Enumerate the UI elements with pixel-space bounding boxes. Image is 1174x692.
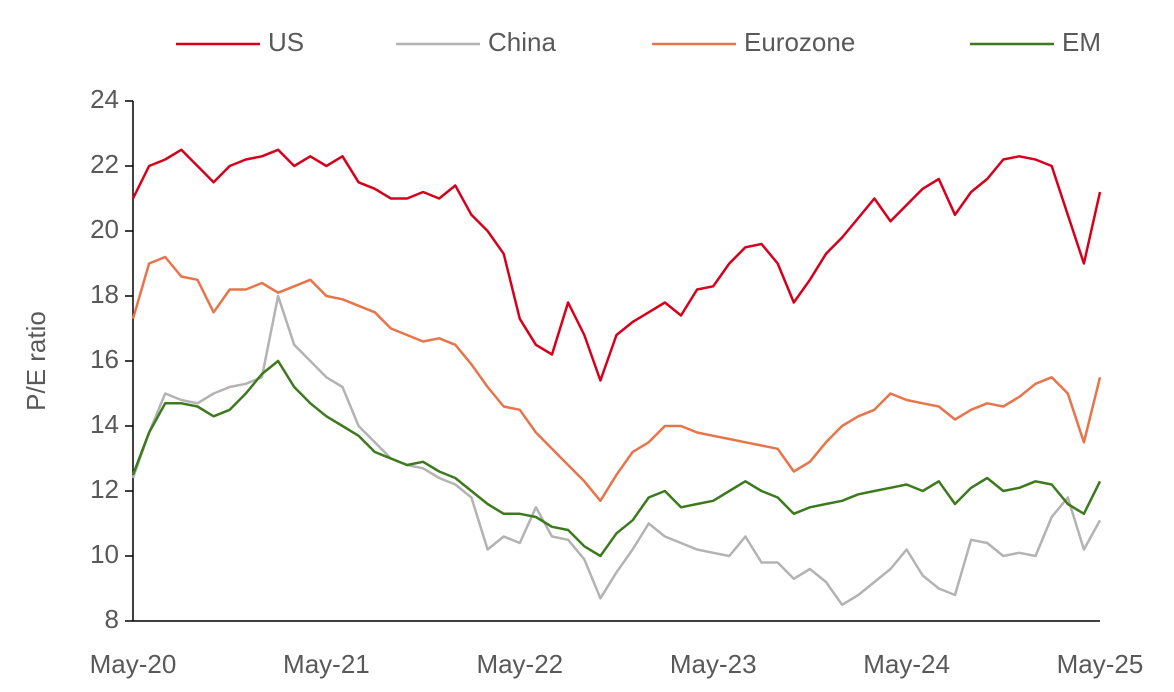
legend-label: China [488, 27, 556, 57]
y-tick-label: 20 [90, 214, 119, 244]
series-line [131, 255, 1102, 503]
x-tick-label: May-25 [1057, 649, 1144, 679]
series-line [131, 294, 1102, 607]
y-tick-label: 16 [90, 344, 119, 374]
y-tick-label: 22 [90, 149, 119, 179]
legend-label: Eurozone [744, 27, 855, 57]
x-tick-label: May-23 [670, 649, 757, 679]
y-tick-label: 24 [90, 84, 119, 114]
x-tick-label: May-24 [863, 649, 950, 679]
y-tick-label: 18 [90, 279, 119, 309]
x-tick-label: May-20 [90, 649, 177, 679]
series-line [131, 148, 1102, 382]
legend-label: EM [1062, 27, 1101, 57]
y-tick-label: 8 [105, 604, 119, 634]
y-tick-label: 14 [90, 409, 119, 439]
y-tick-label: 12 [90, 474, 119, 504]
series-line [131, 359, 1102, 558]
y-axis-label: P/E ratio [21, 311, 51, 411]
x-tick-label: May-21 [283, 649, 370, 679]
x-tick-label: May-22 [476, 649, 563, 679]
y-tick-label: 10 [90, 539, 119, 569]
legend-label: US [268, 27, 304, 57]
